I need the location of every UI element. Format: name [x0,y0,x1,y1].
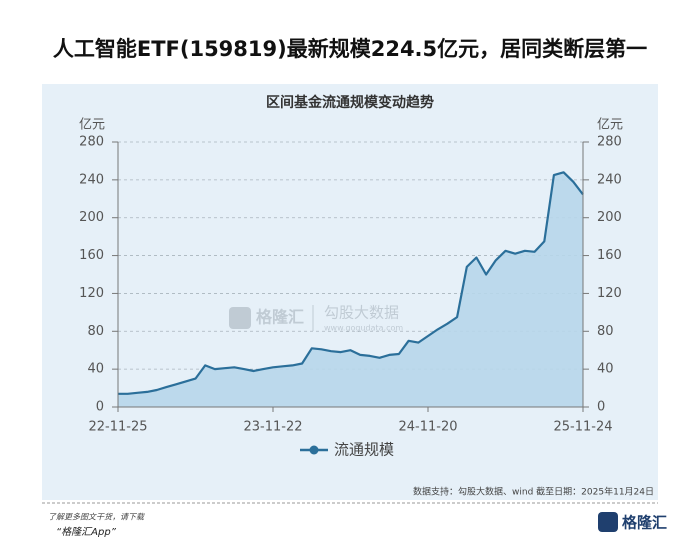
y-tick-label: 240 [79,172,104,187]
y-tick-label: 80 [87,324,104,339]
y2-tick-label: 120 [597,286,622,301]
y-tick-label: 40 [87,362,104,377]
y2-tick-label: 80 [597,324,614,339]
x-tick-label: 24-11-20 [398,420,457,435]
y-tick-label: 120 [79,286,104,301]
y2-tick-label: 40 [597,362,614,377]
y2-tick-label: 160 [597,248,622,263]
source-note: 数据支持：勾股大数据、wind 截至日期：2025年11月24日 [413,486,654,498]
watermark-logo [229,307,251,329]
area [118,172,583,407]
watermark-name: 勾股大数据 [324,304,399,322]
footer-logo-mark [598,512,618,532]
y-tick-label: 280 [79,135,104,150]
watermark-brand: 格隆汇 [256,308,304,327]
x-tick-label: 23-11-22 [243,420,302,435]
y2-tick-label: 0 [597,400,605,415]
x-tick-label: 25-11-24 [553,420,612,435]
chart-title: 区间基金流通规模变动趋势 [266,94,434,111]
y2-axis-label: 亿元 [597,118,623,133]
legend-marker [309,445,319,455]
line [118,171,584,395]
y2-tick-label: 200 [597,210,622,225]
watermark-url: www.gogudata.com [324,324,403,333]
footer-line1: 了解更多图文干货，请下载 [48,513,145,522]
x-tick-label: 22-11-25 [88,420,147,435]
y2-tick-label: 280 [597,135,622,150]
headline: 人工智能ETF(159819)最新规模224.5亿元，居同类断层第一 [53,37,647,61]
footer-logo: 格隆汇 [622,514,667,532]
y2-tick-label: 240 [597,172,622,187]
watermark: 格隆汇 勾股大数据 www.gogudata.com [229,304,403,333]
legend-label: 流通规模 [334,441,394,459]
y-tick-label: 0 [96,400,104,415]
y-tick-label: 200 [79,210,104,225]
y-axis-label: 亿元 [79,118,105,133]
y-tick-label: 160 [79,248,104,263]
footer-line2: “格隆汇App” [56,526,117,538]
